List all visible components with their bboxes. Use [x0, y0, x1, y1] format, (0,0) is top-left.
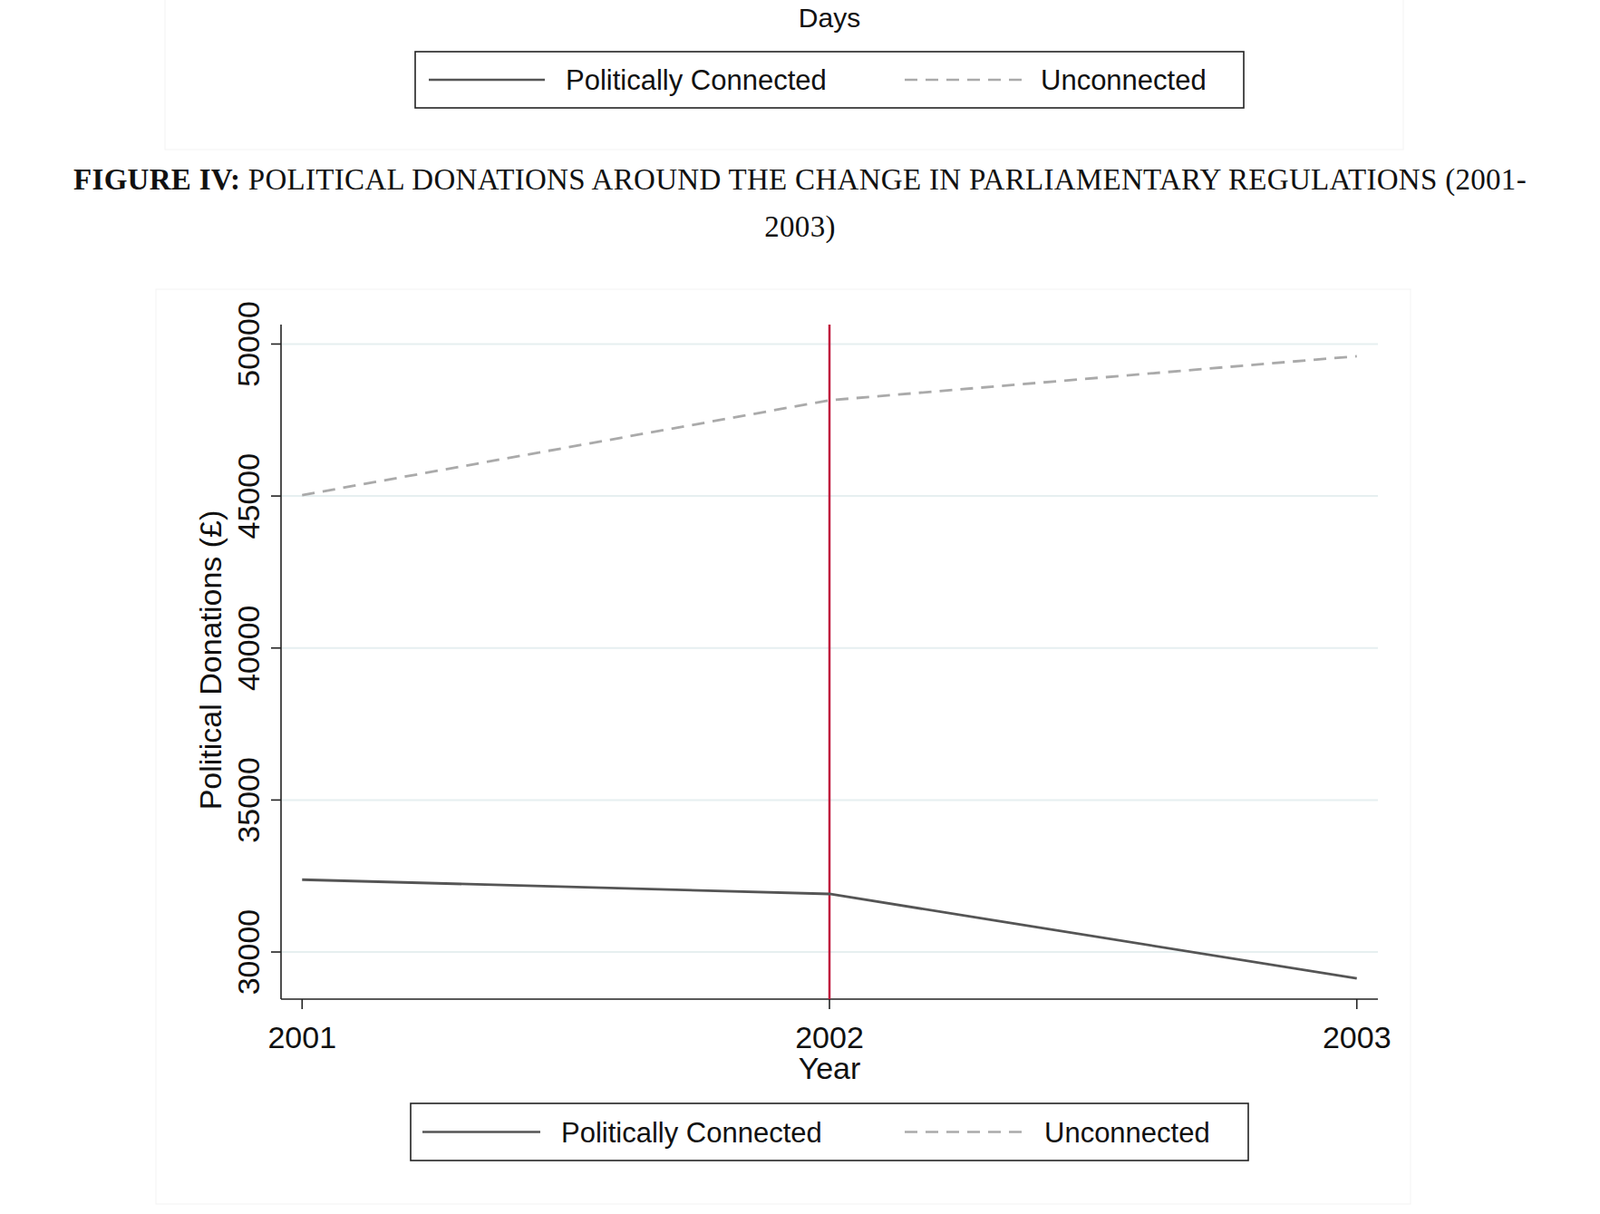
- tick: [271, 647, 282, 650]
- tick: [271, 799, 282, 802]
- tick: [271, 494, 282, 497]
- axis-title: Year: [798, 1050, 862, 1086]
- tick: [271, 950, 282, 953]
- figure-caption: FIGURE IV: POLITICAL DONATIONS AROUND TH…: [72, 155, 1528, 251]
- tick-label: 2001: [267, 1019, 337, 1055]
- tick-label: 35000: [231, 756, 266, 844]
- legend-swatch: [904, 78, 1024, 82]
- panel: [155, 289, 1411, 1204]
- plot-area: [301, 324, 1357, 999]
- tick-label: 30000: [231, 909, 266, 996]
- legend-swatch: [904, 1130, 1024, 1134]
- reference-line: [828, 324, 832, 999]
- tick: [828, 998, 831, 1009]
- tick-label: 2003: [1322, 1019, 1392, 1055]
- series-line: [301, 879, 1357, 979]
- series-line: [301, 356, 1357, 495]
- legend-label: Unconnected: [1044, 1116, 1211, 1149]
- tick: [1356, 998, 1358, 1009]
- legend-box: [410, 1103, 1249, 1161]
- tick: [300, 998, 303, 1009]
- tick-label: 2002: [795, 1019, 864, 1055]
- panel: [164, 0, 1404, 150]
- legend-label: Politically Connected: [565, 64, 827, 97]
- axis-title: Political Donations (£): [193, 510, 228, 811]
- chart-canvas: Days Politically Connected Unconnected 3000…: [0, 0, 1600, 1214]
- legend-label: Politically Connected: [561, 1116, 823, 1149]
- legend-swatch: [422, 1130, 541, 1134]
- legend-swatch: [428, 78, 545, 82]
- legend-label: Unconnected: [1040, 64, 1207, 97]
- tick: [271, 343, 282, 346]
- legend-box: [415, 51, 1244, 108]
- axis-line: [280, 324, 282, 999]
- tick-label: 40000: [231, 604, 266, 691]
- tick-label: 45000: [231, 453, 266, 540]
- tick-label: 50000: [231, 300, 266, 388]
- axis-title: Days: [798, 2, 861, 33]
